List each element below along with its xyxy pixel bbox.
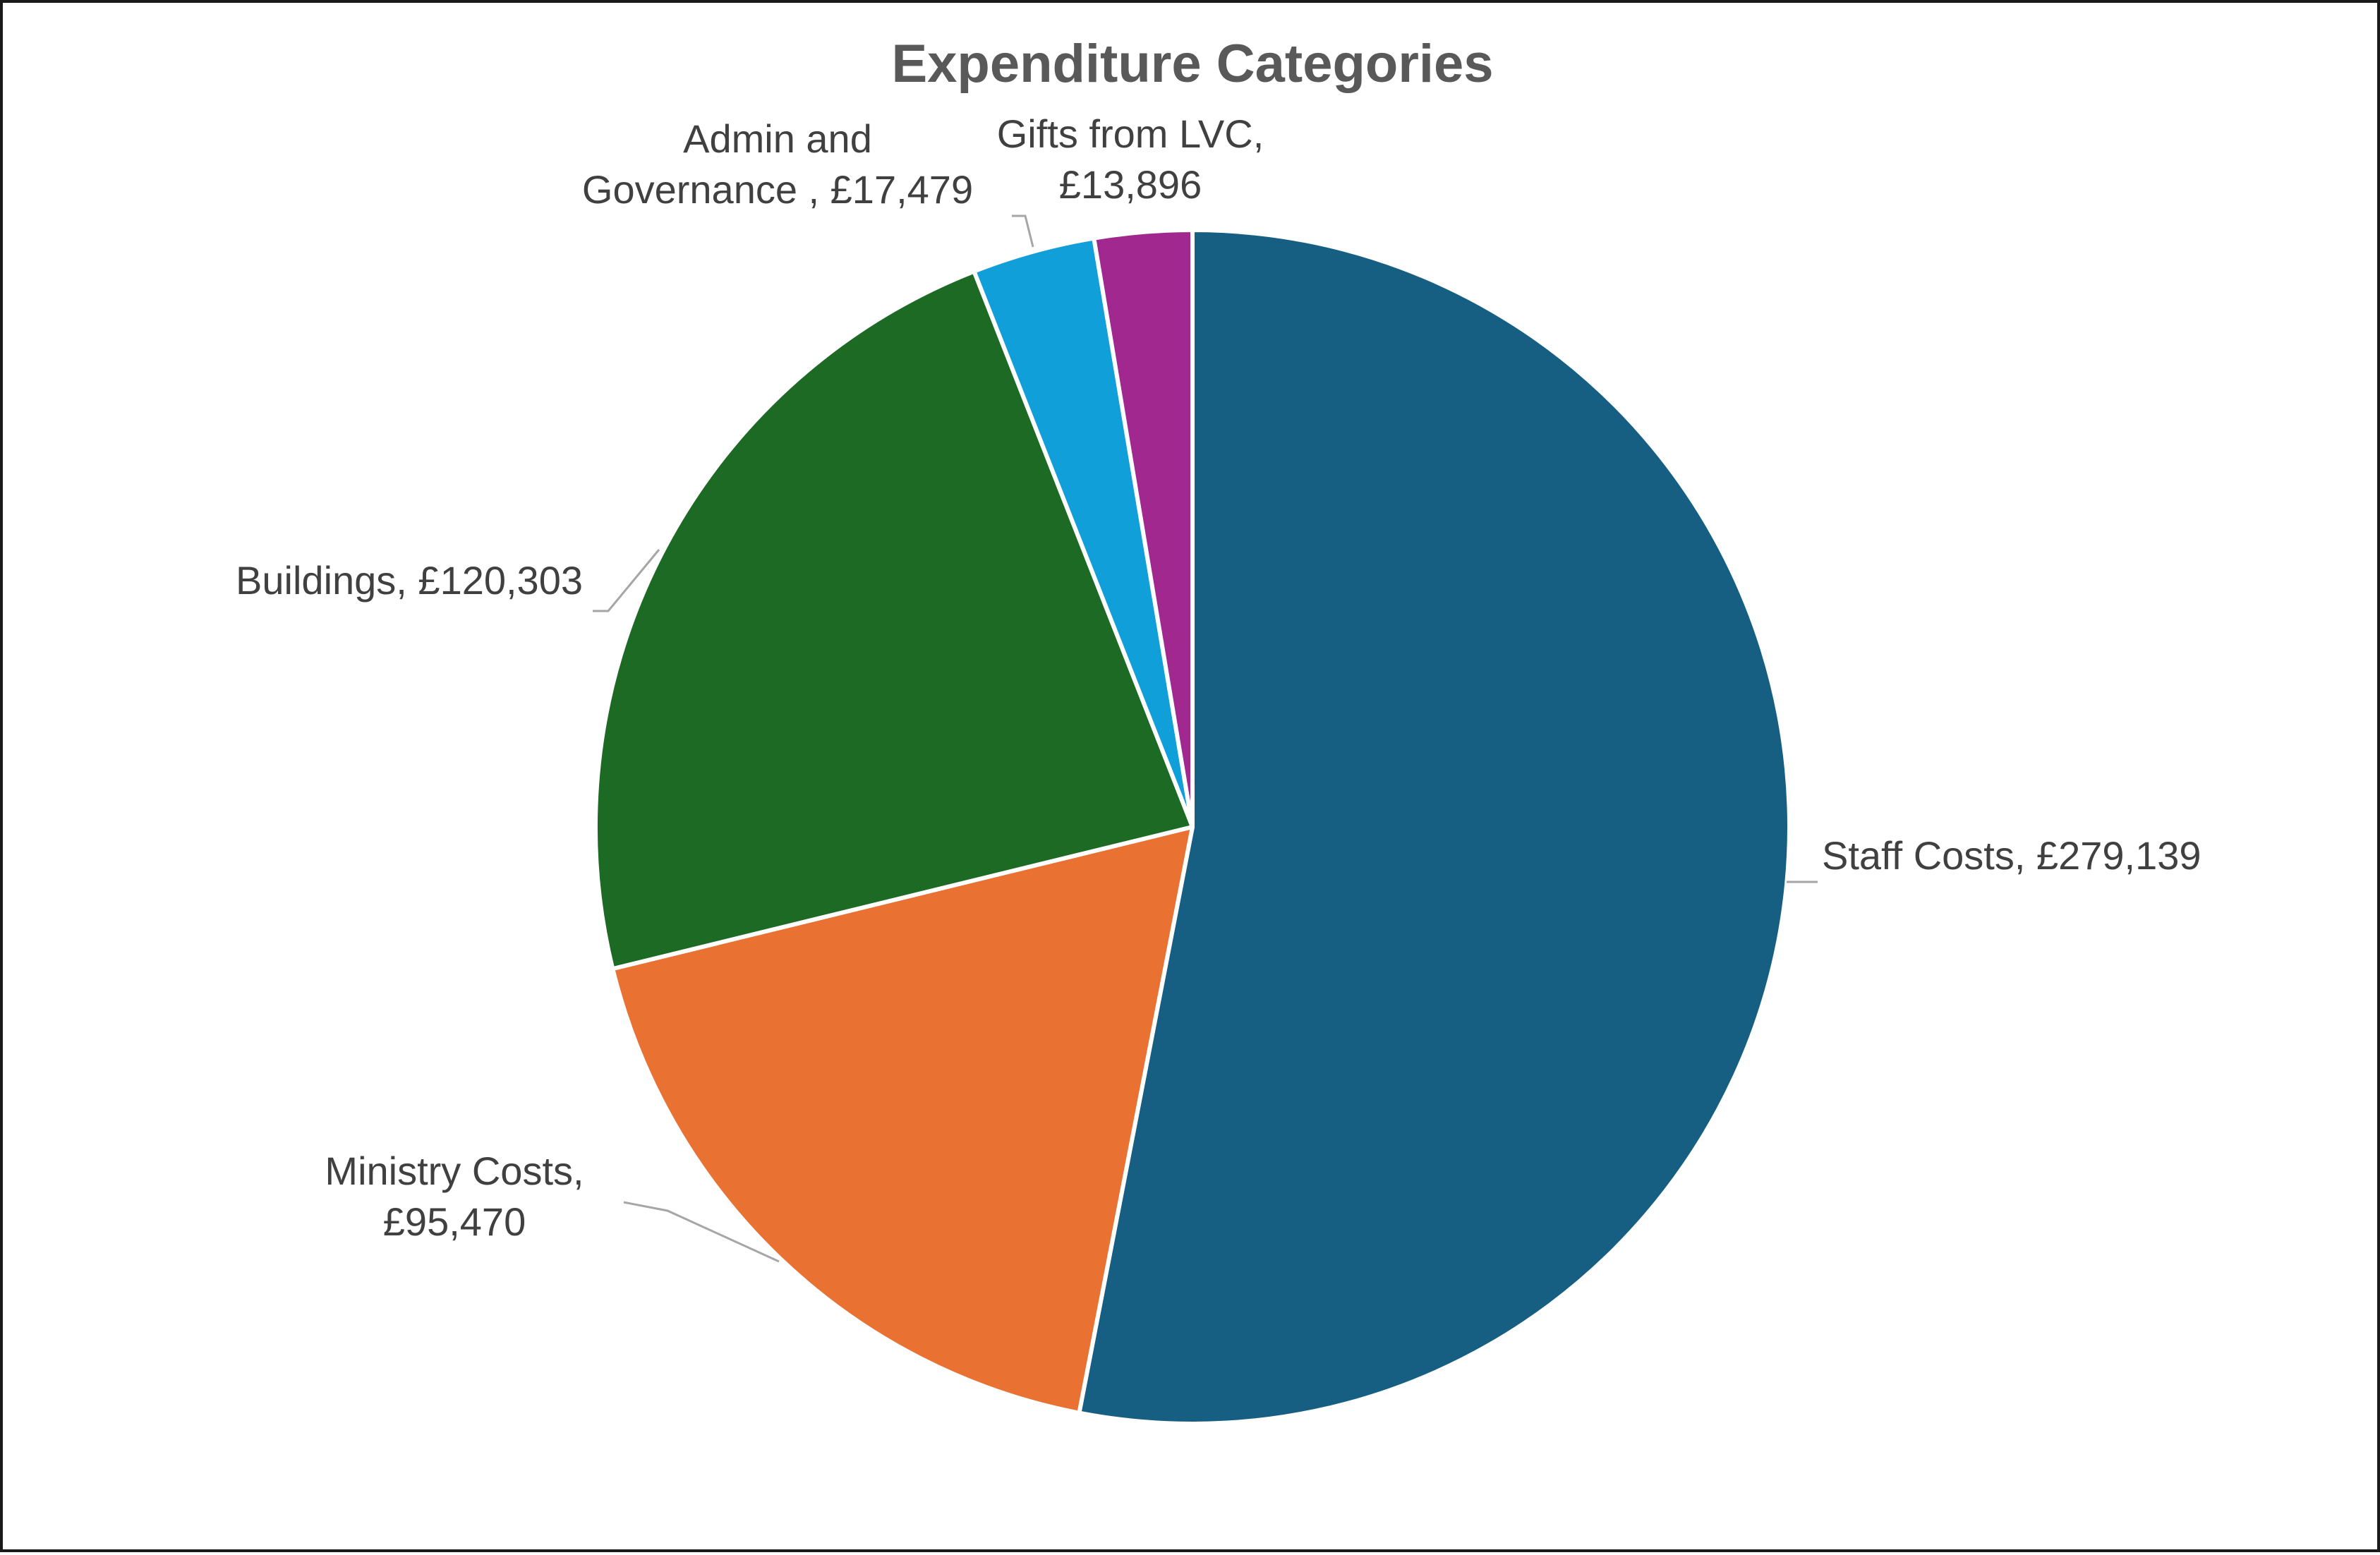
data-label-line: £13,896 bbox=[1059, 162, 1202, 207]
pie-slices bbox=[593, 228, 1792, 1426]
data-label-line: Gifts from LVC, bbox=[997, 111, 1264, 156]
data-label-line: Buildings, £120,303 bbox=[236, 558, 583, 603]
data-label-line: Staff Costs, £279,139 bbox=[1822, 833, 2201, 878]
pie-slice-gifts-from-lvc bbox=[1092, 228, 1195, 829]
data-label-line: £95,470 bbox=[383, 1199, 526, 1244]
data-label-admin-and-governance: Admin and Governance , £17,479 bbox=[582, 116, 973, 212]
data-label-line: Governance , £17,479 bbox=[582, 167, 973, 212]
pie-slice-staff-costs bbox=[1077, 228, 1792, 1426]
pie-chart: Expenditure Categories Staff Costs, £279… bbox=[236, 34, 2201, 1426]
pie-slice-buildings bbox=[593, 269, 1195, 972]
data-label-staff-costs: Staff Costs, £279,139 bbox=[1822, 833, 2201, 878]
leader-lines bbox=[593, 214, 1818, 1263]
data-label-line: Ministry Costs, bbox=[325, 1149, 584, 1193]
data-label-gifts-from-lvc: Gifts from LVC, £13,896 bbox=[997, 111, 1264, 207]
chart-title: Expenditure Categories bbox=[891, 34, 1493, 94]
data-label-line: Admin and bbox=[683, 116, 872, 161]
pie-slice-ministry-costs bbox=[610, 825, 1195, 1415]
data-label-buildings: Buildings, £120,303 bbox=[236, 558, 583, 603]
data-label-ministry-costs: Ministry Costs, £95,470 bbox=[325, 1149, 584, 1244]
leader-line-admin-and-governance bbox=[1012, 214, 1034, 248]
slice-labels: Staff Costs, £279,139 Ministry Costs, £95,… bbox=[236, 111, 2201, 1244]
leader-line-ministry-costs bbox=[623, 1201, 780, 1263]
leader-line-buildings bbox=[593, 549, 660, 612]
